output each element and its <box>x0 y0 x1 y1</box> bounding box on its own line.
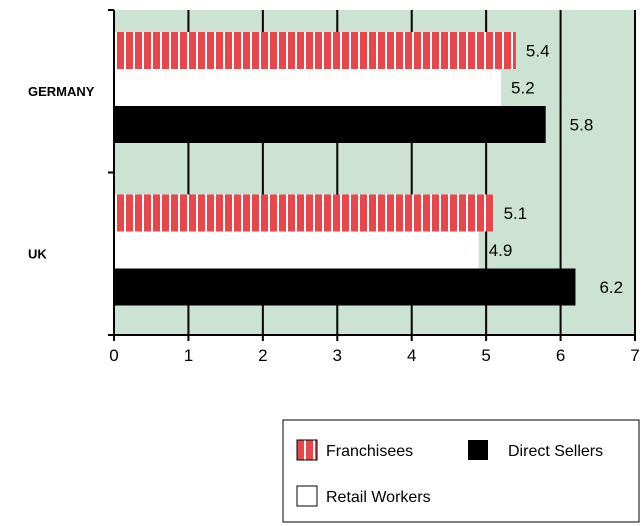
bar <box>114 32 516 69</box>
bars <box>114 32 576 306</box>
legend-box <box>282 419 640 523</box>
x-tick-label: 2 <box>258 346 267 365</box>
x-tick-label: 4 <box>407 346 416 365</box>
category-labels: GERMANY UK <box>28 84 95 262</box>
x-tick-label: 1 <box>184 346 193 365</box>
bar <box>114 268 576 306</box>
legend-label-direct-sellers: Direct Sellers <box>508 443 603 460</box>
x-tick-label: 0 <box>109 346 118 365</box>
bar <box>114 106 546 143</box>
legend: Franchisees Direct Sellers Retail Worker… <box>282 419 640 523</box>
axes <box>108 9 636 341</box>
data-label: 5.8 <box>570 116 594 135</box>
bar <box>114 69 502 106</box>
x-tick-label: 5 <box>481 346 490 365</box>
data-label: 4.9 <box>489 241 513 260</box>
x-tick-labels: 0 1 2 3 4 5 6 7 <box>109 346 639 365</box>
bar <box>114 231 479 269</box>
x-tick-label: 6 <box>556 346 565 365</box>
data-label: 5.1 <box>504 204 528 223</box>
x-tick-label: 7 <box>630 346 639 365</box>
bar <box>114 194 494 232</box>
legend-swatch-franchisees <box>296 439 318 461</box>
data-label: 6.2 <box>599 278 623 297</box>
legend-swatch-direct-sellers <box>468 440 488 460</box>
x-tick-label: 3 <box>333 346 342 365</box>
category-label: GERMANY <box>28 84 95 99</box>
data-label: 5.2 <box>511 79 535 98</box>
data-label: 5.4 <box>526 42 550 61</box>
legend-label-retail-workers: Retail Workers <box>326 489 431 506</box>
data-labels: 5.4 5.2 5.8 5.1 4.9 6.2 <box>489 42 623 298</box>
legend-swatch-retail-workers <box>296 485 318 507</box>
category-label: UK <box>28 247 47 262</box>
legend-label-franchisees: Franchisees <box>326 443 413 460</box>
